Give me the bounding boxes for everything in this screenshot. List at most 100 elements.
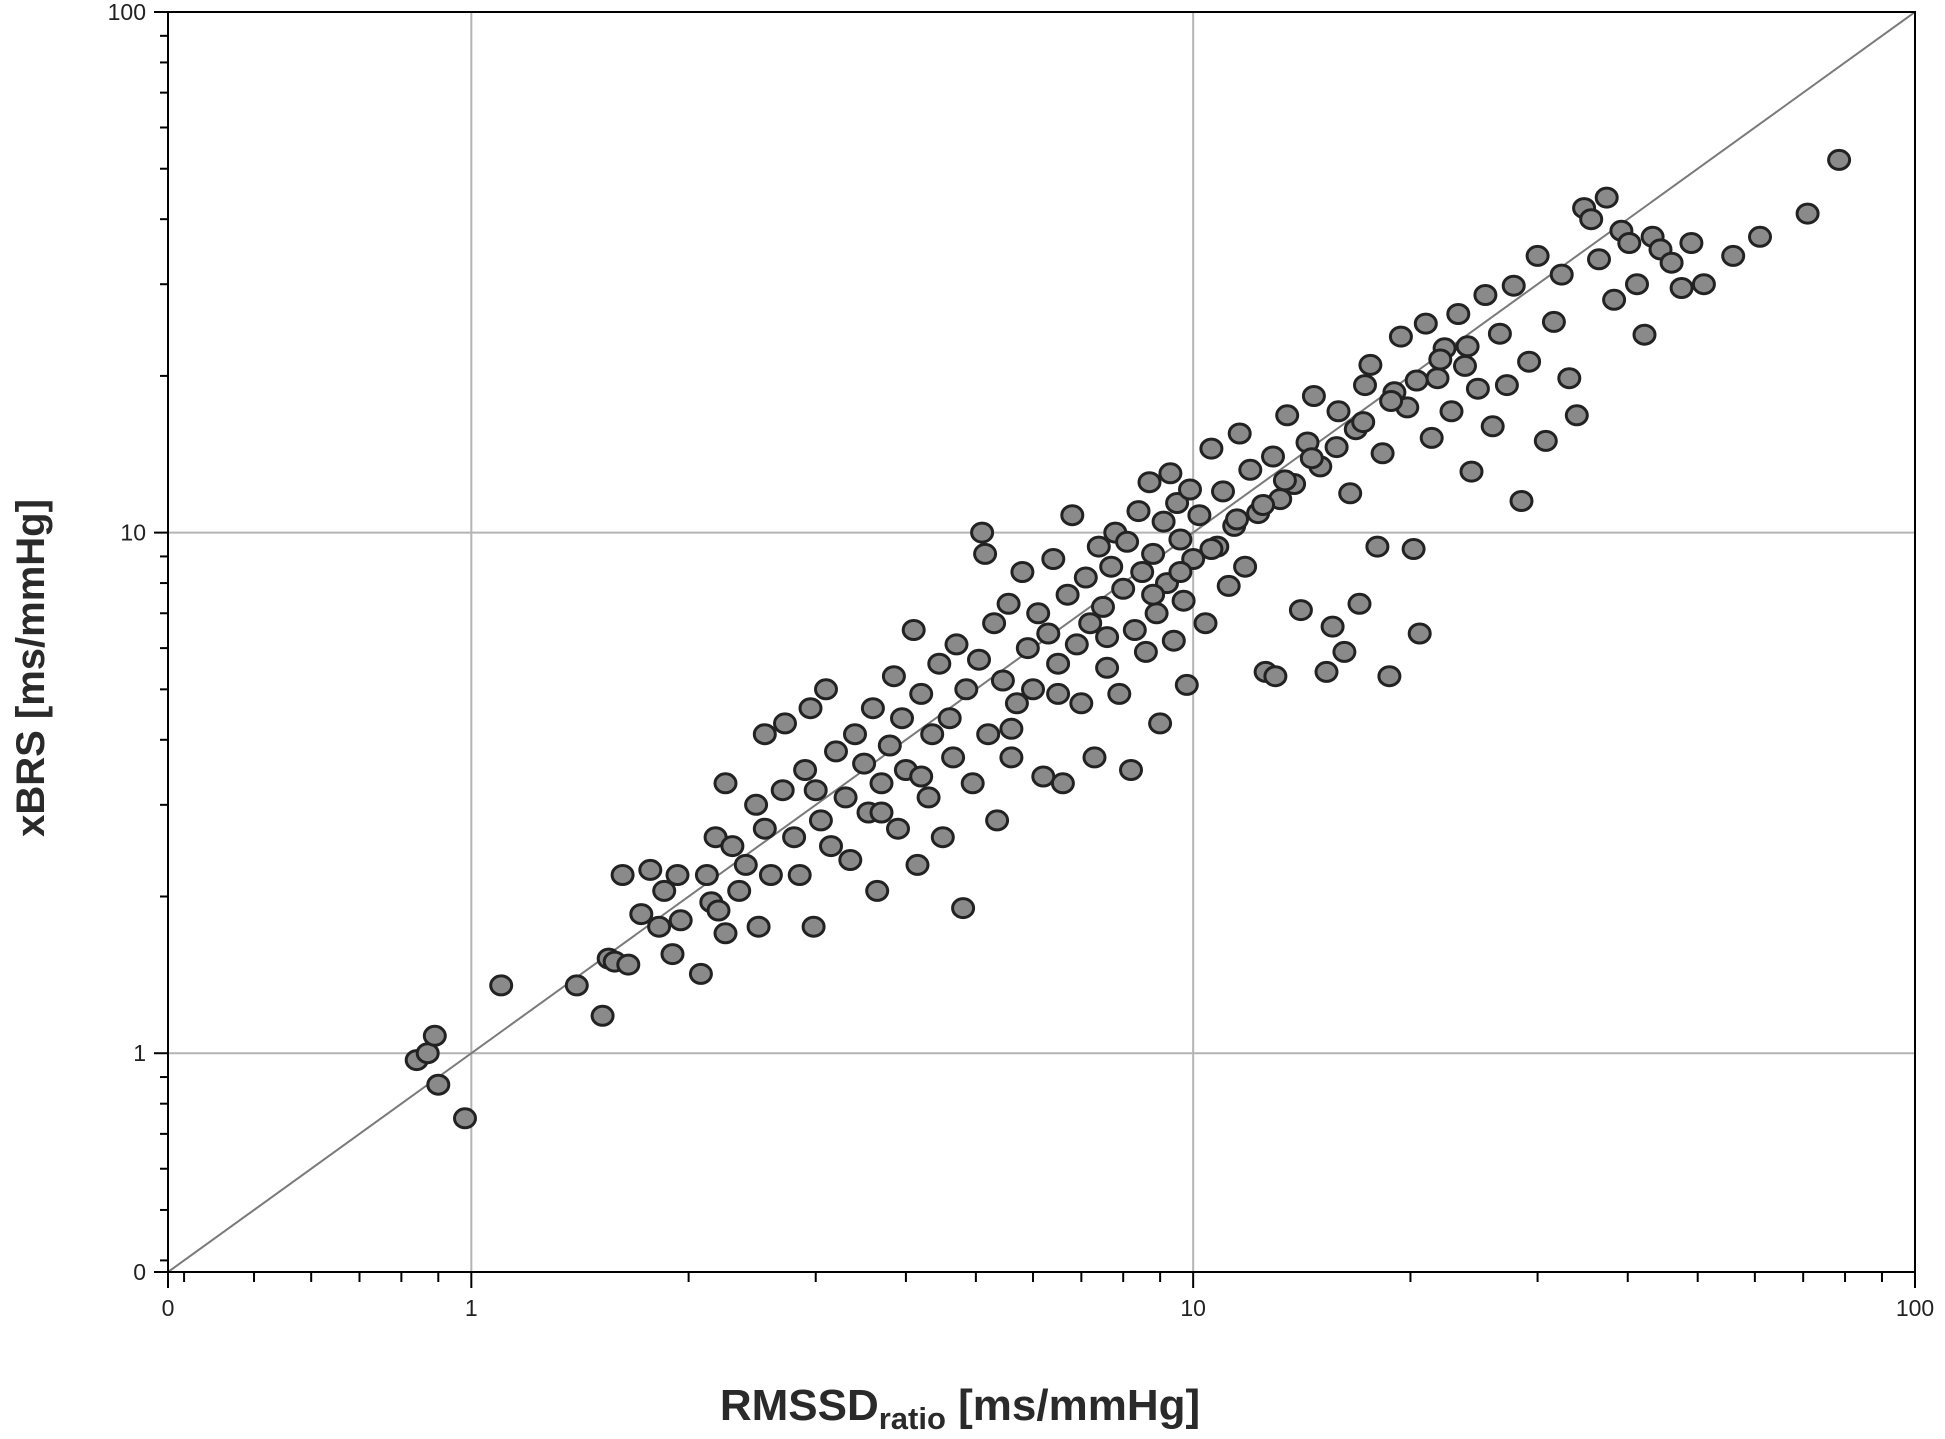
data-point	[865, 879, 890, 902]
data-point	[1439, 400, 1464, 423]
data-point	[824, 740, 848, 763]
x-axis-ticks: 0 1 10 100	[162, 1272, 1934, 1321]
data-point	[920, 723, 945, 746]
data-point	[1137, 471, 1162, 494]
data-point	[610, 864, 635, 886]
data-point	[422, 1024, 447, 1047]
data-point	[758, 864, 783, 886]
data-point	[1238, 458, 1263, 481]
data-point	[1174, 673, 1199, 696]
data-point	[1026, 602, 1051, 625]
y-axis-title: xBRS [ms/mmHg]	[9, 499, 53, 837]
data-point	[638, 858, 663, 881]
data-point	[1465, 377, 1490, 400]
data-point	[1494, 374, 1519, 397]
data-point	[1122, 619, 1147, 641]
data-point	[1288, 599, 1313, 622]
data-point	[1691, 273, 1716, 296]
data-point	[1041, 548, 1066, 570]
data-point	[985, 809, 1010, 832]
data-point	[1272, 469, 1297, 492]
data-point	[453, 1107, 477, 1130]
y-tick-label: 0	[133, 1259, 146, 1285]
x-axis-title-subscript: ratio	[879, 1401, 946, 1436]
data-point	[1216, 574, 1241, 597]
data-point	[1564, 404, 1589, 427]
data-point	[1193, 612, 1218, 635]
y-tick-label: 10	[120, 520, 146, 546]
data-point	[744, 793, 769, 816]
data-point	[1151, 510, 1176, 533]
data-point	[1227, 422, 1252, 445]
data-point	[426, 1073, 451, 1096]
data-point	[798, 697, 823, 720]
data-point	[746, 915, 771, 938]
data-point	[652, 879, 677, 902]
data-point	[1579, 208, 1604, 231]
data-point	[1404, 369, 1429, 392]
data-point	[1326, 400, 1351, 423]
data-point	[1161, 629, 1186, 652]
data-point	[1480, 415, 1505, 438]
data-point	[1036, 622, 1061, 645]
data-point	[1178, 478, 1202, 501]
x-axis-title: RMSSDratio [ms/mmHg]	[720, 1381, 1200, 1436]
data-point	[706, 899, 731, 922]
data-points	[404, 148, 1852, 1130]
data-point	[1517, 350, 1542, 373]
data-point	[944, 633, 969, 656]
data-point	[886, 817, 910, 840]
data-point	[782, 826, 807, 849]
data-point	[976, 723, 1001, 746]
data-point	[1533, 429, 1558, 452]
data-point	[1086, 535, 1111, 558]
data-point	[1251, 494, 1276, 516]
data-point	[1263, 665, 1288, 688]
data-point	[801, 915, 826, 938]
data-point	[1617, 232, 1642, 254]
data-point	[1453, 354, 1477, 377]
data-point	[1119, 759, 1143, 781]
data-point	[727, 879, 752, 902]
plot-frame	[167, 11, 1916, 1273]
data-point	[1069, 692, 1094, 715]
data-point	[1211, 480, 1235, 503]
data-point	[1095, 656, 1120, 679]
data-point	[1365, 535, 1390, 558]
data-point	[1748, 225, 1772, 248]
data-point	[1144, 602, 1169, 625]
x-axis-title-main: RMSSD	[720, 1381, 879, 1430]
data-point	[564, 974, 589, 997]
data-point	[1632, 323, 1657, 346]
x-tick-label: 0	[162, 1295, 175, 1321]
data-point	[1659, 251, 1684, 274]
data-point	[1050, 772, 1075, 795]
data-point	[773, 712, 797, 735]
data-point	[1060, 504, 1085, 527]
data-point	[1073, 566, 1098, 589]
data-point	[1602, 288, 1627, 311]
data-point	[1233, 555, 1258, 578]
data-point	[647, 915, 672, 938]
data-point	[1347, 592, 1372, 615]
data-point	[937, 707, 962, 730]
y-axis-ticks: 0 1 10 100	[108, 0, 168, 1285]
data-point	[752, 723, 777, 746]
data-point	[1525, 244, 1550, 267]
data-point	[852, 752, 877, 775]
data-point	[1351, 411, 1376, 434]
data-point	[720, 835, 745, 858]
data-point	[808, 809, 833, 832]
data-point	[814, 678, 838, 701]
data-point	[793, 759, 818, 781]
x-tick-label: 100	[1896, 1295, 1934, 1321]
data-point	[1199, 538, 1224, 560]
data-point	[1587, 248, 1611, 271]
data-point	[967, 648, 991, 671]
data-point	[1419, 426, 1444, 449]
data-point	[1148, 712, 1173, 735]
data-point	[1046, 682, 1071, 705]
data-point	[909, 682, 934, 705]
data-point	[616, 953, 641, 976]
